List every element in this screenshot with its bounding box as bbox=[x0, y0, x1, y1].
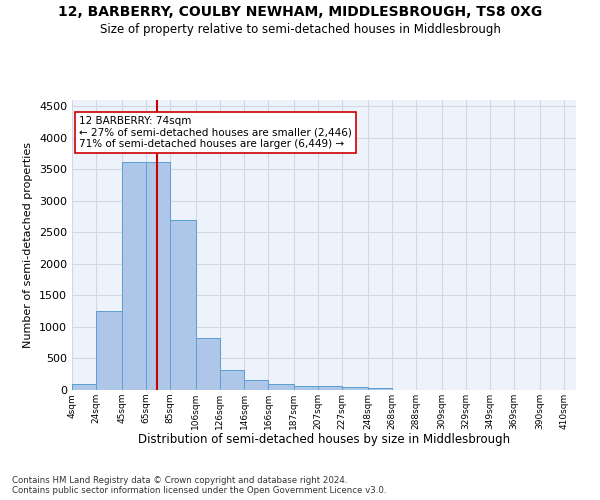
Bar bbox=[268, 384, 294, 390]
Bar bbox=[318, 386, 342, 390]
Bar bbox=[342, 388, 368, 390]
Bar bbox=[220, 370, 244, 390]
Text: Contains HM Land Registry data © Crown copyright and database right 2024.
Contai: Contains HM Land Registry data © Crown c… bbox=[12, 476, 386, 495]
Bar bbox=[294, 386, 318, 390]
Bar bbox=[72, 384, 96, 390]
Text: 12, BARBERRY, COULBY NEWHAM, MIDDLESBROUGH, TS8 0XG: 12, BARBERRY, COULBY NEWHAM, MIDDLESBROU… bbox=[58, 5, 542, 19]
Text: Size of property relative to semi-detached houses in Middlesbrough: Size of property relative to semi-detach… bbox=[100, 22, 500, 36]
Bar bbox=[244, 380, 268, 390]
Bar bbox=[96, 311, 122, 390]
Text: Distribution of semi-detached houses by size in Middlesbrough: Distribution of semi-detached houses by … bbox=[138, 432, 510, 446]
Bar bbox=[146, 162, 170, 390]
Bar bbox=[196, 338, 220, 390]
Text: 12 BARBERRY: 74sqm
← 27% of semi-detached houses are smaller (2,446)
71% of semi: 12 BARBERRY: 74sqm ← 27% of semi-detache… bbox=[79, 116, 352, 149]
Y-axis label: Number of semi-detached properties: Number of semi-detached properties bbox=[23, 142, 34, 348]
Bar bbox=[170, 220, 196, 390]
Bar bbox=[122, 162, 146, 390]
Bar bbox=[368, 388, 392, 390]
